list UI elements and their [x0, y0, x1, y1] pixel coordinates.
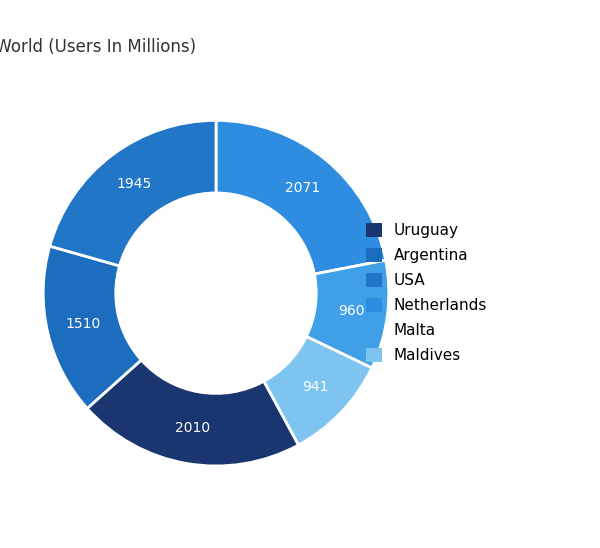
Wedge shape [50, 121, 216, 266]
Wedge shape [216, 121, 386, 274]
Text: 1510: 1510 [65, 317, 101, 331]
Text: 2071: 2071 [285, 181, 320, 195]
Text: 1945: 1945 [116, 178, 151, 191]
Text: 2010: 2010 [175, 421, 210, 435]
Wedge shape [264, 336, 372, 445]
Title: Number of Internet users in World (Users In Millions): Number of Internet users in World (Users… [0, 38, 196, 56]
Legend: Uruguay, Argentina, USA, Netherlands, Malta, Maldives: Uruguay, Argentina, USA, Netherlands, Ma… [362, 219, 492, 368]
Text: 941: 941 [302, 380, 328, 394]
Text: 960: 960 [338, 304, 365, 317]
Wedge shape [307, 260, 389, 368]
Wedge shape [87, 360, 298, 466]
Wedge shape [43, 246, 141, 408]
